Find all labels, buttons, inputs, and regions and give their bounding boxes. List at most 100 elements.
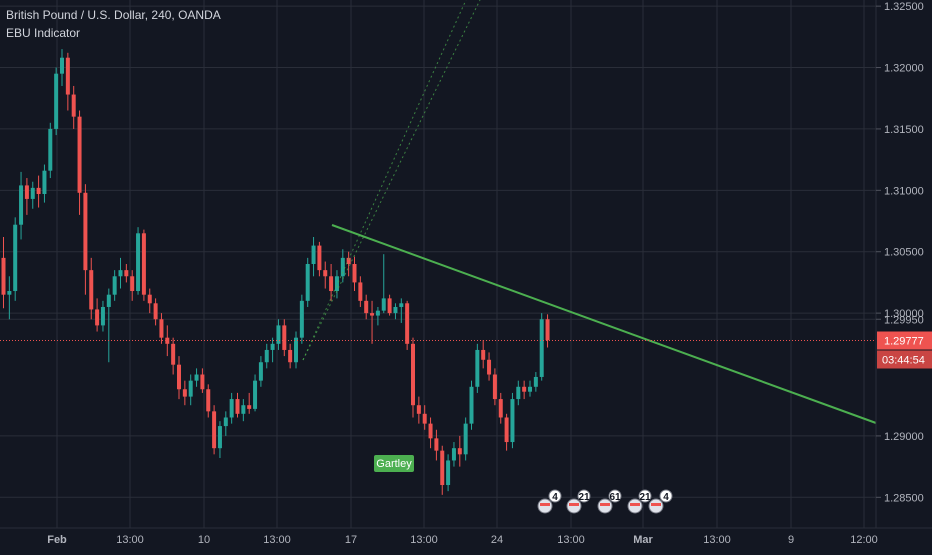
event-count-label: 61 (609, 492, 621, 503)
pattern-dotted-line (302, 0, 467, 361)
candle-body (124, 270, 129, 277)
price-tick-label: 1.29000 (884, 431, 924, 443)
candle-body (487, 359, 492, 375)
candle-body (130, 276, 135, 292)
time-tick-label: 12:00 (850, 534, 878, 546)
event-flag-stripe (600, 503, 610, 506)
candle-body (95, 309, 100, 326)
indicator-title[interactable]: EBU Indicator (6, 26, 81, 40)
time-tick-label: 13:00 (263, 534, 291, 546)
candle-body (428, 423, 433, 439)
price-tick-label: 1.30500 (884, 247, 924, 259)
candle-body (89, 270, 94, 310)
candle-body (253, 380, 258, 409)
candle-body (159, 319, 164, 338)
candle-body (194, 374, 199, 381)
candle-body (171, 343, 176, 365)
candle-body (136, 233, 141, 292)
price-tick-label: 1.32500 (884, 1, 924, 13)
candle-body (13, 224, 18, 292)
time-tick-label: 10 (198, 534, 210, 546)
candle-body (42, 170, 47, 195)
chart-legend: British Pound / U.S. Dollar, 240, OANDA … (6, 6, 221, 42)
candle-body (516, 386, 521, 400)
symbol-title[interactable]: British Pound / U.S. Dollar, 240, OANDA (6, 8, 221, 22)
event-count-badge (548, 489, 562, 503)
candle-body (545, 319, 550, 341)
candle-body (270, 343, 275, 350)
time-tick-label: 13:00 (116, 534, 144, 546)
candle-body (112, 276, 117, 295)
candle-body (241, 405, 246, 414)
candle-body (60, 57, 64, 74)
candle-body (223, 417, 228, 427)
candle-body (352, 264, 357, 283)
candle-body (77, 116, 82, 193)
candle-body (294, 337, 298, 363)
time-tick-label: 17 (345, 534, 357, 546)
descending-trendline (331, 224, 877, 424)
time-tick-label: 24 (491, 534, 503, 546)
candle-body (457, 448, 462, 455)
candle-body (48, 128, 53, 171)
price-tick-label: 1.31000 (884, 185, 924, 197)
candle-body (498, 399, 503, 418)
price-tick-label: 1.30000 (884, 308, 924, 320)
candle-body (434, 438, 439, 451)
candle-body (54, 73, 59, 129)
last-price-badge (877, 331, 932, 350)
candle-body (539, 319, 544, 377)
grid-lines (0, 0, 876, 528)
candle-body (533, 376, 538, 387)
gartley-label: Gartley (376, 458, 412, 470)
candle-body (375, 310, 380, 316)
candle-body (481, 349, 486, 360)
candle-body (235, 399, 240, 414)
time-tick-label: Feb (47, 534, 67, 546)
candle-body (440, 450, 445, 486)
candle-body (153, 303, 158, 320)
event-count-label: 4 (663, 492, 669, 503)
candle-body (247, 405, 252, 409)
candle-body (118, 270, 123, 277)
candle-body (492, 374, 497, 400)
candle-body (416, 405, 421, 414)
candle-body (19, 185, 24, 225)
candle-body (165, 337, 170, 344)
candle-body (381, 298, 386, 311)
candle-body (188, 380, 193, 397)
event-flag-stripe (651, 503, 661, 506)
candle-body (370, 313, 375, 316)
price-tick-label: 1.31500 (884, 124, 924, 136)
candle-body (100, 306, 105, 326)
candle-body (147, 294, 152, 304)
price-tick-label: 1.29950 (884, 314, 924, 326)
candle-body (329, 276, 334, 292)
candle-body (141, 233, 146, 295)
candle-body (212, 411, 217, 449)
candle-body (229, 399, 234, 418)
candle-body (387, 298, 392, 314)
candle-body (446, 460, 451, 486)
time-tick-label: 9 (788, 534, 794, 546)
candle-body (340, 257, 345, 277)
candle-body (422, 413, 427, 424)
candle-body (1, 257, 6, 295)
gartley-badge (374, 455, 414, 472)
drawings: Gartley (0, 0, 877, 472)
event-count-badge (608, 489, 622, 503)
candle-body (200, 374, 205, 390)
countdown-badge (877, 350, 932, 369)
time-axis-background (0, 528, 932, 550)
candle-body (334, 276, 339, 292)
price-tick-label: 1.28500 (884, 492, 924, 504)
event-count-label: 21 (639, 492, 651, 503)
candle-body (258, 362, 263, 381)
candle-body (504, 417, 509, 443)
candle-body (177, 364, 181, 390)
time-tick-label: Mar (633, 534, 653, 546)
candle-body (393, 306, 398, 314)
candles (1, 49, 550, 495)
